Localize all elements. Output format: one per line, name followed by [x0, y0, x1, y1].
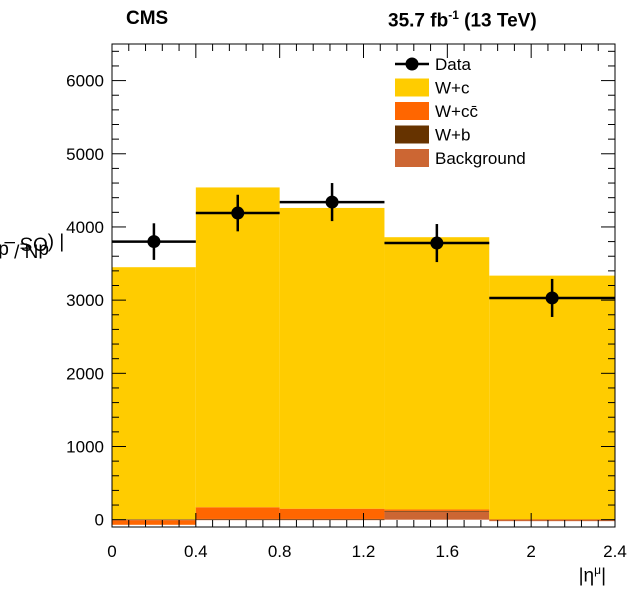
legend-swatch-w-b — [395, 125, 429, 144]
y-tick-label-6: 6000 — [66, 72, 104, 91]
data-layer — [112, 183, 615, 317]
y-tick-label-1: 1000 — [66, 438, 104, 457]
legend-label-data: Data — [435, 55, 471, 74]
bar-w-cc--bin-3 — [384, 509, 490, 511]
experiment-label: CMS — [126, 8, 169, 29]
legend-swatch-w-c — [395, 78, 429, 97]
bar-w-c-bin-1 — [195, 187, 280, 508]
y-tick-label-3: 3000 — [66, 291, 104, 310]
luminosity-unit-exponent: -1 — [448, 8, 459, 22]
energy-label: (13 TeV) — [464, 10, 537, 32]
bar-w-b-bin-2 — [279, 518, 385, 520]
bar-w-c-bin-3 — [384, 237, 490, 510]
y-tick-label-4: 4000 — [66, 218, 104, 237]
bar-w-b-bin-1 — [195, 518, 280, 520]
luminosity-label: 35.7 fb-1 (13 TeV) — [388, 8, 537, 32]
x-axis-title-main: |η — [578, 565, 595, 587]
bar-w-c-bin-0 — [112, 267, 196, 520]
bar-w-b-bin-3 — [384, 510, 490, 512]
bars-layer — [112, 187, 615, 525]
data-point-4 — [545, 291, 559, 305]
x-tick-label-4: 1.6 — [436, 542, 460, 561]
bar-background-bin-3 — [384, 511, 490, 520]
bar-background-bin-4 — [489, 519, 615, 522]
x-axis-title-sup: μ — [594, 563, 602, 577]
bar-background-bin-1 — [195, 519, 280, 521]
x-tick-label-5: 2 — [526, 542, 535, 561]
x-tick-label-2: 0.8 — [268, 542, 292, 561]
legend-swatch-background — [395, 149, 429, 167]
legend-swatch-w-cc- — [395, 102, 429, 120]
y-tick-label-0: 0 — [95, 511, 104, 530]
x-tick-label-0: 0 — [107, 542, 116, 561]
legend-label-w-c: W+c — [435, 79, 470, 98]
luminosity-value: 35.7 — [388, 10, 425, 32]
legend: Data W+c W+cc̄ W+b Background — [395, 55, 526, 168]
data-point-1 — [231, 206, 245, 220]
bar-background-bin-0 — [112, 519, 196, 521]
x-tick-label-6: 2.4 — [603, 542, 627, 561]
bar-w-c-bin-2 — [279, 207, 385, 509]
data-point-3 — [430, 236, 444, 250]
y-tick-label-5: 5000 — [66, 145, 104, 164]
data-point-0 — [147, 235, 161, 249]
luminosity-unit: fb — [430, 10, 449, 32]
bar-w-cc--bin-2 — [279, 508, 385, 519]
bar-w-b-bin-0 — [112, 519, 196, 520]
x-tick-label-3: 1.2 — [352, 542, 376, 561]
ticks-layer: 0 0.4 0.8 1.2 1.6 2 2.4 0 1000 2000 3000 4000 5000 60… — [66, 44, 627, 561]
data-point-2 — [325, 195, 339, 209]
legend-label-background: Background — [435, 149, 526, 168]
x-tick-label-1: 0.4 — [184, 542, 208, 561]
legend-data-marker — [405, 57, 419, 71]
legend-label-w-cc-: W+cc̄ — [435, 102, 478, 121]
bar-w-cc--bin-1 — [195, 507, 280, 519]
bar-w-cc--bin-4 — [489, 519, 615, 520]
x-axis-title-end: | — [601, 565, 606, 587]
bar-background-bin-2 — [279, 519, 385, 521]
bar-w-cc--bin-0 — [112, 520, 196, 525]
legend-label-w-b: W+b — [435, 126, 470, 145]
y-tick-label-2: 2000 — [66, 364, 104, 383]
x-axis-title: |ημ| — [579, 563, 606, 587]
